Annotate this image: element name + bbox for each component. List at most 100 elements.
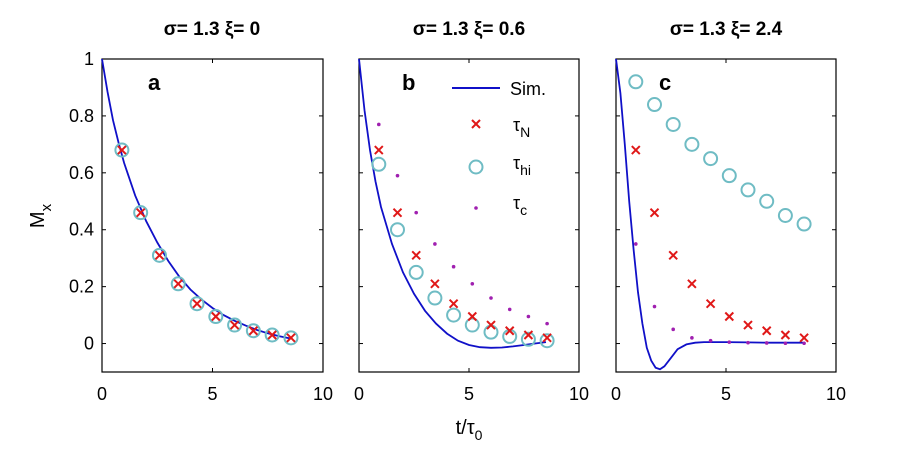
panel-c-tauc-point	[802, 341, 806, 346]
legend-tauN-marker	[471, 119, 481, 129]
panel-c-tauhi-point	[703, 151, 719, 167]
panel-c-tauc-point	[727, 340, 732, 344]
panel-a-tauhi-point	[133, 205, 149, 221]
panel-b-tauN-point	[430, 279, 440, 289]
panel-c-tauc-point	[708, 338, 713, 343]
panel-a-tauN-point	[267, 330, 277, 340]
panel-b-tauhi-point	[520, 331, 536, 347]
panel-b-label: b	[402, 70, 415, 95]
panel-b-tauN-point	[486, 320, 496, 330]
panel-c-title: σ= 1.3 ξ= 2.4	[670, 19, 783, 40]
panel-a-tauhi-point	[227, 317, 243, 333]
panel-b-tauc-point	[489, 296, 493, 300]
y-axis-label-main: M	[27, 211, 49, 228]
panel-b-tauc-point	[507, 307, 512, 312]
panel-a-tauhi-point	[151, 247, 167, 263]
panel-c-tauhi-point	[796, 216, 812, 232]
panel-c-tauhi-point	[759, 193, 775, 209]
panel-b-tauc-point	[377, 122, 381, 127]
panel-c-tauN-point	[724, 311, 735, 322]
panel-c-tauN-point	[649, 207, 660, 218]
panel-a-tauhi-point	[283, 330, 299, 346]
panel-b-tauc-point	[433, 242, 437, 246]
legend-tauhi-main: τ	[513, 153, 520, 173]
panel-b-tauN-point	[374, 145, 384, 155]
panel-b-tauhi-point	[539, 333, 555, 349]
x-axis-label-sub: 0	[475, 427, 483, 443]
panel-b-tauN-point	[448, 299, 459, 309]
panel-a-tauhi-point	[208, 309, 224, 325]
panel-a-label: a	[148, 70, 161, 95]
panel-c-tauc-point	[764, 341, 769, 345]
panel-b-tauc-point	[395, 173, 400, 178]
panel-a-tauhi-point	[245, 323, 261, 339]
panel-a-tauN-point	[135, 207, 146, 218]
panel-a-tauN-point	[286, 333, 296, 343]
panel-c-tauN-point	[687, 279, 697, 289]
legend-tauhi-label: τhi	[513, 153, 531, 178]
panel-a-xtick-label: 0	[97, 384, 107, 404]
panel-c-tauN-point	[705, 299, 716, 309]
panel-c-tauc-point	[783, 341, 788, 346]
panel-c-tauN-point	[743, 320, 753, 330]
legend: Sim. τN τhi τc	[452, 79, 546, 218]
ytick-label: 0.4	[69, 220, 94, 240]
panel-b-tauN-point	[467, 311, 478, 322]
ytick-label: 1	[84, 49, 94, 69]
panel-b-tauN-point	[504, 326, 515, 336]
panel-a-tauN-point	[248, 326, 259, 336]
panel-b-tauN-point	[411, 250, 421, 261]
ytick-label: 0	[84, 334, 94, 354]
x-axis-label: t/τ0	[456, 417, 483, 443]
legend-tauN-label: τN	[513, 115, 530, 140]
panel-a-tauN-point	[229, 320, 240, 330]
panel-c-tauN-point	[761, 326, 772, 336]
panel-b-title: σ= 1.3 ξ= 0.6	[413, 19, 525, 40]
ytick-label: 0.2	[69, 277, 94, 297]
panel-c-tauc-point	[652, 304, 657, 309]
panel-b-tauN-point	[392, 207, 403, 218]
panel-b-tauc-point	[470, 281, 475, 286]
panel-c-xtick-label: 0	[611, 384, 621, 404]
panel-c-tauN-point	[668, 250, 678, 261]
panel-b-tauhi-point	[427, 290, 443, 306]
panel-a-tauhi-point	[170, 276, 186, 292]
legend-tauc-marker	[474, 206, 478, 210]
panel-a-tauN-point	[117, 145, 127, 155]
panel-b-tauhi-point	[371, 156, 387, 172]
panel-c-tauN-point	[799, 333, 809, 343]
panel-c-tauhi-point	[665, 116, 681, 132]
legend-tauhi-sub: hi	[520, 162, 531, 178]
panel-c-sim-line	[615, 58, 803, 371]
panel-a-xtick-label: 10	[313, 384, 333, 404]
panel-c-tauhi-point	[684, 136, 700, 152]
y-axis-label: Mx	[27, 203, 55, 228]
panel-c-tauhi-point	[647, 97, 662, 113]
panel-b-tauhi-point	[408, 264, 424, 280]
panel-a-xtick-label: 5	[207, 384, 217, 404]
panel-c-tauhi-point	[628, 74, 644, 90]
panel-b-xtick-label: 0	[354, 384, 364, 404]
panel-b-tauc-point	[451, 264, 456, 269]
panel-c-tauN-point	[780, 330, 791, 340]
panel-c-label: c	[659, 70, 671, 95]
ytick-label: 0.8	[69, 106, 94, 126]
panel-a-title: σ= 1.3 ξ= 0	[164, 19, 260, 40]
panel-a-tauN-point	[211, 311, 221, 322]
legend-tauc-label: τc	[513, 193, 527, 218]
legend-sim-label: Sim.	[510, 79, 546, 99]
panel-b-tauc-point	[545, 321, 549, 326]
panel-a-tauhi-point	[264, 327, 280, 343]
panel-b-xtick-label: 10	[569, 384, 589, 404]
panel-c-tauhi-point	[721, 168, 737, 184]
legend-tauhi-marker	[468, 159, 484, 175]
x-axis-label-main: t/τ	[456, 417, 475, 439]
panel-b-tauhi-point	[446, 307, 462, 323]
legend-tauN-sub: N	[520, 124, 530, 140]
panel-c-tauc-point	[634, 242, 638, 246]
panel-c-tauc-point	[671, 327, 675, 332]
panel-a-tauhi-point	[114, 142, 130, 158]
legend-tauc-sub: c	[520, 202, 527, 218]
